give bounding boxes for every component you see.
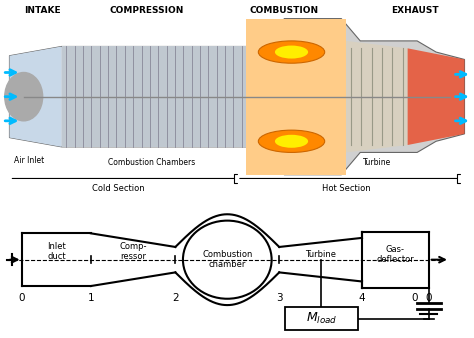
Text: 3: 3 bbox=[276, 293, 283, 303]
Polygon shape bbox=[246, 19, 346, 175]
Ellipse shape bbox=[275, 135, 308, 148]
Text: Combustion Chambers: Combustion Chambers bbox=[108, 158, 195, 167]
Text: 2: 2 bbox=[172, 293, 179, 303]
Polygon shape bbox=[62, 47, 246, 147]
Text: Air Inlet: Air Inlet bbox=[14, 156, 45, 165]
Ellipse shape bbox=[258, 130, 325, 152]
Text: Turbine: Turbine bbox=[363, 158, 391, 167]
Text: COMPRESSION: COMPRESSION bbox=[110, 6, 184, 15]
Text: 0: 0 bbox=[411, 293, 418, 303]
Polygon shape bbox=[9, 19, 465, 175]
Text: 0: 0 bbox=[18, 293, 25, 303]
Text: COMBUSTION: COMBUSTION bbox=[250, 6, 319, 15]
Polygon shape bbox=[346, 41, 408, 152]
Text: 0: 0 bbox=[426, 293, 432, 303]
Ellipse shape bbox=[5, 72, 43, 121]
Text: INTAKE: INTAKE bbox=[24, 6, 61, 15]
Ellipse shape bbox=[258, 41, 325, 63]
Bar bbox=[285, 307, 358, 330]
Polygon shape bbox=[408, 48, 465, 145]
Text: $M_{load}$: $M_{load}$ bbox=[306, 311, 337, 326]
Text: EXHAUST: EXHAUST bbox=[391, 6, 438, 15]
Text: Combustion
chamber: Combustion chamber bbox=[202, 250, 253, 269]
Text: Cold Section: Cold Section bbox=[92, 184, 145, 193]
Text: Comp-
ressor: Comp- ressor bbox=[119, 242, 147, 261]
Text: Turbine: Turbine bbox=[305, 250, 336, 259]
Text: Gas-
deflector: Gas- deflector bbox=[376, 244, 414, 264]
Ellipse shape bbox=[275, 46, 308, 58]
Text: Inlet
duct: Inlet duct bbox=[47, 242, 66, 261]
Text: 1: 1 bbox=[88, 293, 94, 303]
Text: Hot Section: Hot Section bbox=[322, 184, 370, 193]
Text: 4: 4 bbox=[359, 293, 365, 303]
Polygon shape bbox=[9, 47, 62, 147]
